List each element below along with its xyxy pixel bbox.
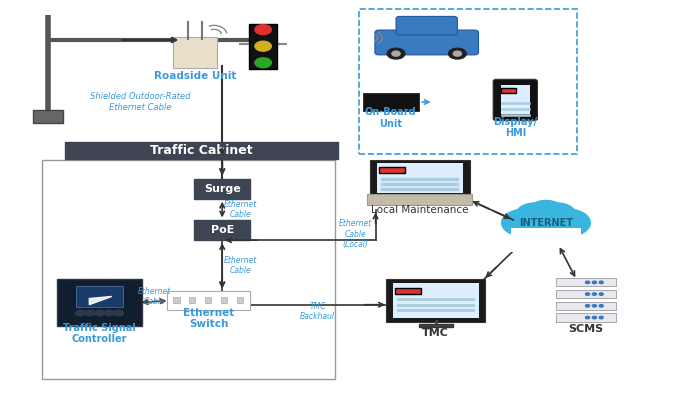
Circle shape [585, 305, 589, 307]
FancyBboxPatch shape [501, 85, 530, 115]
Circle shape [95, 310, 104, 316]
Circle shape [545, 209, 590, 237]
Circle shape [454, 51, 462, 56]
FancyBboxPatch shape [189, 297, 195, 303]
Circle shape [392, 51, 400, 56]
Text: Roadside Unit: Roadside Unit [154, 71, 236, 81]
Circle shape [85, 310, 95, 316]
Text: Shielded Outdoor-Rated
Ethernet Cable: Shielded Outdoor-Rated Ethernet Cable [90, 92, 191, 112]
FancyBboxPatch shape [367, 194, 473, 205]
FancyBboxPatch shape [167, 290, 250, 310]
Circle shape [255, 24, 271, 34]
Text: Local Maintenance: Local Maintenance [371, 205, 469, 215]
Circle shape [599, 316, 603, 319]
FancyBboxPatch shape [66, 142, 338, 159]
FancyBboxPatch shape [194, 220, 250, 240]
Circle shape [592, 293, 596, 295]
FancyBboxPatch shape [555, 290, 615, 298]
Circle shape [513, 210, 579, 250]
FancyBboxPatch shape [205, 297, 211, 303]
FancyBboxPatch shape [76, 286, 124, 307]
Circle shape [585, 293, 589, 295]
FancyBboxPatch shape [375, 30, 479, 55]
Text: Ethernet
Cable: Ethernet Cable [137, 287, 171, 306]
FancyBboxPatch shape [555, 278, 615, 286]
FancyBboxPatch shape [419, 324, 453, 327]
Circle shape [114, 310, 124, 316]
FancyBboxPatch shape [379, 167, 405, 173]
FancyBboxPatch shape [237, 297, 243, 303]
Text: Ethernet
Switch: Ethernet Switch [183, 308, 234, 329]
Text: Ethernet
Cable
(Local): Ethernet Cable (Local) [339, 220, 372, 249]
FancyBboxPatch shape [395, 288, 421, 293]
Circle shape [585, 281, 589, 283]
Circle shape [599, 305, 603, 307]
Polygon shape [89, 296, 112, 305]
FancyBboxPatch shape [377, 163, 463, 193]
FancyBboxPatch shape [386, 278, 486, 322]
Circle shape [592, 305, 596, 307]
FancyBboxPatch shape [221, 297, 227, 303]
FancyBboxPatch shape [493, 79, 538, 121]
FancyBboxPatch shape [393, 283, 479, 318]
FancyBboxPatch shape [57, 279, 142, 327]
Text: INTERNET: INTERNET [519, 218, 573, 228]
Circle shape [599, 281, 603, 283]
Circle shape [592, 316, 596, 319]
Circle shape [516, 203, 554, 226]
FancyBboxPatch shape [194, 179, 250, 199]
Circle shape [599, 293, 603, 295]
Text: TMC
Backhaul: TMC Backhaul [300, 302, 335, 321]
Text: SCMS: SCMS [568, 324, 603, 334]
Circle shape [76, 310, 85, 316]
Text: Ethernet
Cable: Ethernet Cable [224, 200, 257, 219]
FancyBboxPatch shape [555, 302, 615, 310]
FancyBboxPatch shape [249, 24, 277, 69]
Text: Display/
HMI: Display/ HMI [493, 117, 538, 139]
Circle shape [387, 48, 405, 59]
Circle shape [538, 203, 576, 226]
Text: Ethernet
Cable: Ethernet Cable [224, 256, 257, 275]
Circle shape [592, 281, 596, 283]
Circle shape [502, 209, 546, 237]
FancyBboxPatch shape [33, 110, 64, 123]
FancyBboxPatch shape [370, 159, 470, 197]
FancyBboxPatch shape [501, 88, 516, 93]
Text: Surge: Surge [204, 184, 240, 194]
Text: Traffic Cabinet: Traffic Cabinet [150, 144, 253, 157]
Text: TMC: TMC [422, 328, 449, 338]
Circle shape [585, 316, 589, 319]
FancyBboxPatch shape [173, 297, 180, 303]
Text: Traffic Signal
Controller: Traffic Signal Controller [63, 322, 136, 344]
Circle shape [255, 41, 271, 51]
FancyBboxPatch shape [363, 93, 419, 111]
FancyBboxPatch shape [396, 17, 458, 35]
FancyBboxPatch shape [555, 313, 615, 322]
Circle shape [255, 58, 271, 68]
FancyBboxPatch shape [510, 228, 581, 252]
Circle shape [528, 200, 563, 222]
Circle shape [449, 48, 466, 59]
Text: On-Board
Unit: On-Board Unit [365, 107, 417, 129]
Text: PoE: PoE [210, 225, 234, 235]
Circle shape [104, 310, 114, 316]
FancyBboxPatch shape [173, 37, 217, 68]
